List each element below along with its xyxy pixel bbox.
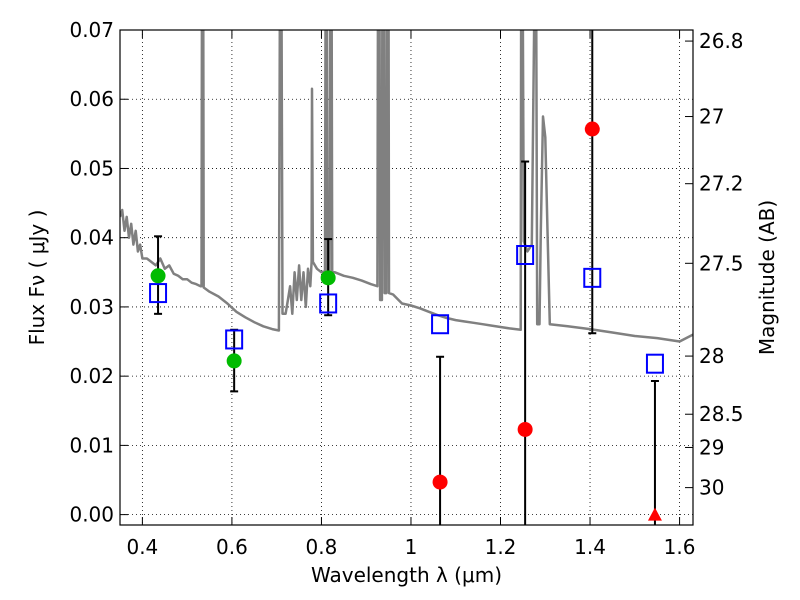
y2-tick-label: 28.5 bbox=[699, 402, 744, 426]
x-tick-label: 0.6 bbox=[216, 535, 248, 559]
detection-point bbox=[150, 268, 166, 284]
upper-limit-marker bbox=[647, 507, 662, 521]
y2-tick-label: 29 bbox=[699, 435, 724, 459]
plot-frame bbox=[119, 29, 694, 526]
model-photometry-point bbox=[516, 245, 535, 265]
model-photometry-point bbox=[645, 353, 664, 374]
y-tick-label: 0.06 bbox=[69, 87, 114, 111]
y2-tick-label: 27 bbox=[699, 105, 724, 129]
y2-axis-title: Magnitude (AB) bbox=[755, 200, 779, 355]
y-tick-label: 0.04 bbox=[69, 226, 114, 250]
model-photometry-point bbox=[225, 329, 244, 350]
y2-tick-label: 27.2 bbox=[699, 172, 744, 196]
y2-tick-label: 27.5 bbox=[699, 251, 744, 275]
x-tick-label: 1 bbox=[405, 535, 418, 559]
y-tick-label: 0.03 bbox=[69, 295, 114, 319]
x-tick-label: 0.8 bbox=[306, 535, 338, 559]
x-tick-label: 0.4 bbox=[126, 535, 158, 559]
model-photometry-point bbox=[583, 267, 602, 288]
non-detection-point bbox=[432, 474, 448, 490]
y-tick-label: 0.00 bbox=[69, 503, 114, 527]
x-tick-label: 1.2 bbox=[485, 535, 517, 559]
y-tick-label: 0.02 bbox=[69, 364, 114, 388]
y2-tick-label: 30 bbox=[699, 476, 724, 500]
detection-point bbox=[320, 270, 336, 286]
y2-tick-label: 28 bbox=[699, 344, 724, 368]
model-photometry-point bbox=[149, 283, 168, 304]
non-detection-point bbox=[517, 421, 533, 437]
model-photometry-point bbox=[431, 314, 450, 335]
sed-model-line bbox=[120, 30, 693, 343]
x-tick-label: 1.6 bbox=[664, 535, 696, 559]
y-tick-label: 0.01 bbox=[69, 433, 114, 457]
y-tick-label: 0.07 bbox=[69, 18, 114, 42]
x-tick-label: 1.4 bbox=[574, 535, 606, 559]
non-detection-point bbox=[584, 121, 600, 137]
model-photometry-point bbox=[319, 293, 338, 314]
y-axis-title: Flux Fν ( μJy ) bbox=[25, 210, 49, 346]
y2-tick-label: 26.8 bbox=[699, 29, 744, 53]
y-tick-label: 0.05 bbox=[69, 156, 114, 180]
x-axis-title: Wavelength λ (μm) bbox=[311, 563, 502, 587]
detection-point bbox=[226, 353, 242, 369]
